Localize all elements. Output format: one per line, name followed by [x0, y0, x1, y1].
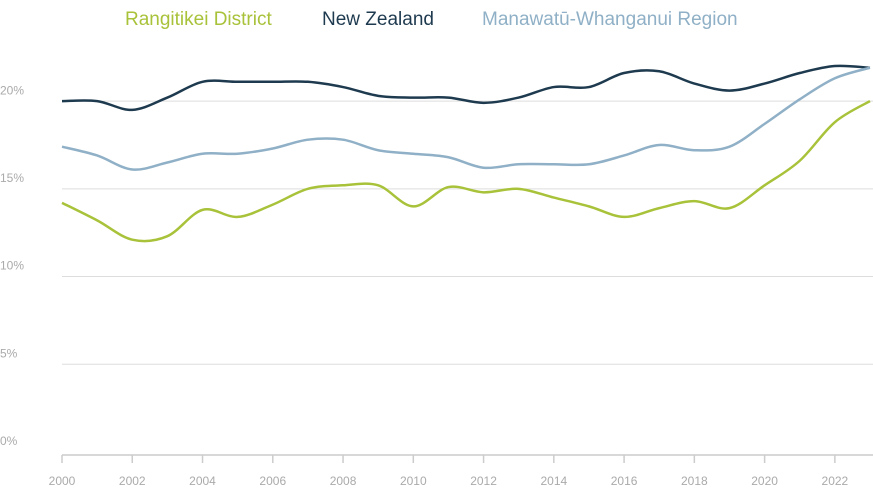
series-line	[61, 64, 871, 112]
x-tick-label: 2018	[681, 474, 708, 488]
y-tick-label: 20%	[0, 83, 24, 97]
y-tick-label: 5%	[0, 346, 18, 360]
y-tick-label: 15%	[0, 171, 24, 185]
y-tick-label: 0%	[0, 434, 18, 448]
legend-label: New Zealand	[322, 9, 434, 30]
x-tick-label: 2022	[822, 474, 849, 488]
y-tick-label: 10%	[0, 259, 24, 273]
x-tick-label: 2016	[611, 474, 638, 488]
series-line	[61, 66, 871, 171]
legend-label: Rangitikei District	[125, 9, 272, 30]
x-tick-label: 2006	[259, 474, 286, 488]
legend-label: Manawatū-Whanganui Region	[482, 9, 738, 30]
series-line	[61, 100, 871, 243]
x-tick-label: 2014	[540, 474, 567, 488]
x-tick-label: 2004	[189, 474, 216, 488]
x-tick-label: 2000	[49, 474, 76, 488]
x-tick-label: 2008	[330, 474, 357, 488]
x-tick-label: 2010	[400, 474, 427, 488]
x-tick-label: 2020	[751, 474, 778, 488]
x-tick-label: 2002	[119, 474, 146, 488]
x-tick-label: 2012	[470, 474, 497, 488]
